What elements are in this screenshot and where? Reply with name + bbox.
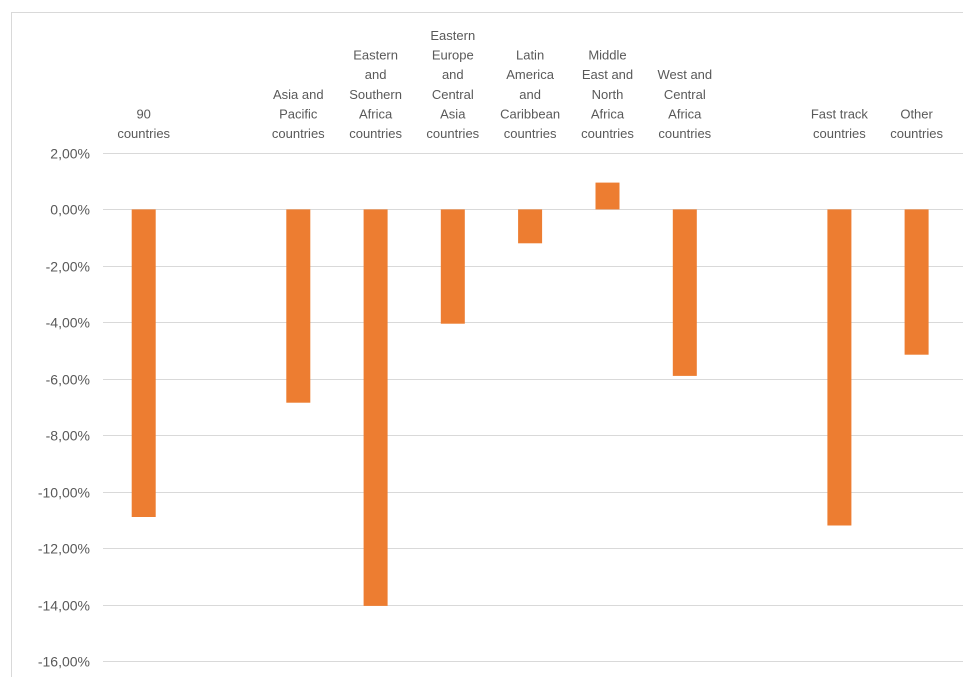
category-label-line: countries: [658, 126, 711, 141]
category-label-line: Fast track: [811, 106, 869, 121]
y-tick-label: -14,00%: [38, 598, 90, 614]
category-label-line: Caribbean: [500, 106, 560, 121]
category-label: Other countries: [890, 106, 943, 141]
category-label-line: Europe: [432, 48, 474, 63]
bars: [131, 182, 929, 606]
category-label: West and Central Africa countries: [657, 67, 712, 141]
category-label-line: Central: [432, 87, 474, 102]
category-label: Fast track countries: [811, 106, 869, 141]
bar: [131, 209, 156, 517]
category-label: Asia and Pacific countries: [272, 87, 325, 141]
bar: [518, 209, 543, 244]
category-label: Eastern Europe and Central Asia countries: [426, 28, 479, 141]
y-axis-tick-labels: 2,00% 0,00% -2,00% -4,00% -6,00% -8,00% -10,00…: [38, 146, 90, 670]
category-label: Eastern and Southern Africa countries: [349, 48, 402, 141]
category-label-line: countries: [349, 126, 402, 141]
category-label-line: Eastern: [353, 48, 398, 63]
y-tick-label: -6,00%: [46, 372, 90, 388]
category-label-line: countries: [117, 126, 170, 141]
bar: [904, 209, 929, 355]
category-label-line: Latin: [516, 48, 544, 63]
bar: [286, 209, 311, 403]
category-label-line: and: [365, 67, 387, 82]
y-tick-label: -12,00%: [38, 541, 90, 557]
category-label-line: Africa: [359, 106, 393, 121]
category-label-line: Other: [900, 106, 933, 121]
category-label-line: Asia: [440, 106, 466, 121]
category-label-line: North: [592, 87, 624, 102]
category-label-line: countries: [504, 126, 557, 141]
category-label: Latin America and Caribbean countries: [500, 48, 560, 141]
category-label-line: and: [442, 67, 464, 82]
category-label-line: 90: [136, 106, 150, 121]
bar: [595, 182, 620, 210]
category-label-line: Asia and: [273, 87, 324, 102]
category-label-line: Central: [664, 87, 706, 102]
category-label-line: and: [519, 87, 541, 102]
y-tick-label: -10,00%: [38, 485, 90, 501]
bar: [363, 209, 388, 606]
category-label-line: Africa: [668, 106, 702, 121]
category-label-line: countries: [581, 126, 634, 141]
category-label-line: Eastern: [430, 28, 475, 43]
category-label-line: America: [506, 67, 554, 82]
category-label-line: Pacific: [279, 106, 318, 121]
category-label-line: Middle: [588, 48, 626, 63]
category-label-line: countries: [426, 126, 479, 141]
category-label-line: countries: [272, 126, 325, 141]
y-tick-label: -16,00%: [38, 654, 90, 670]
chart-frame: [11, 12, 963, 677]
category-label-line: West and: [657, 67, 712, 82]
category-label-line: Africa: [591, 106, 625, 121]
category-label-line: Southern: [349, 87, 402, 102]
y-tick-label: 2,00%: [50, 146, 90, 162]
y-tick-label: -4,00%: [46, 315, 90, 331]
y-tick-label: 0,00%: [50, 202, 90, 218]
category-label-line: East and: [582, 67, 633, 82]
bar: [827, 209, 852, 526]
bar: [440, 209, 465, 324]
y-tick-label: -2,00%: [46, 259, 90, 275]
category-label: Middle East and North Africa countries: [581, 48, 634, 141]
category-label-line: countries: [813, 126, 866, 141]
y-tick-label: -8,00%: [46, 428, 90, 444]
category-label-line: countries: [890, 126, 943, 141]
category-label: 90 countries: [117, 106, 170, 141]
bar: [672, 209, 697, 376]
